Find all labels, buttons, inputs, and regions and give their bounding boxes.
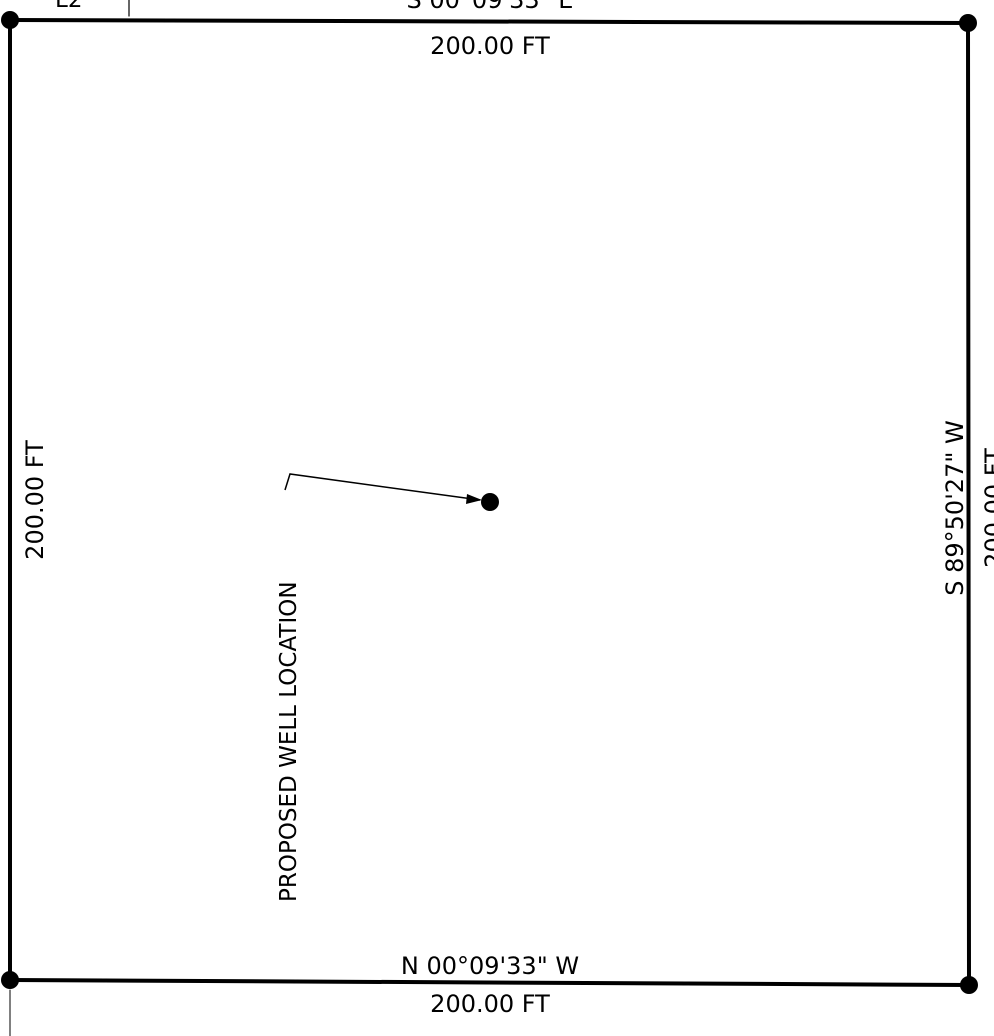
boundary-lines <box>8 0 971 1036</box>
well-location-dot <box>481 493 499 511</box>
well-location: PROPOSED WELL LOCATION <box>276 473 499 902</box>
well-leader-line <box>284 473 481 501</box>
corner-marker-se <box>960 976 978 994</box>
corner-marker-sw <box>1 971 19 989</box>
bottom-boundary-line <box>8 978 971 987</box>
top-boundary-line <box>8 18 970 25</box>
top-edge-bearing: S 00°09'33" E <box>407 0 574 14</box>
right-boundary-line <box>966 21 971 987</box>
top-edge-distance: 200.00 FT <box>430 32 550 60</box>
right-edge-distance: 200.00 FT <box>980 448 994 568</box>
bottom-edge-bearing: N 00°09'33" W <box>401 952 579 980</box>
corner-markers <box>1 11 978 994</box>
line-label: L2 <box>55 0 82 13</box>
corner-marker-ne <box>959 14 977 32</box>
left-edge-distance: 200.00 FT <box>21 440 49 560</box>
well-location-label: PROPOSED WELL LOCATION <box>276 581 302 902</box>
corner-marker-nw <box>1 11 19 29</box>
well-leader-arrowhead <box>466 494 482 504</box>
bottom-edge-distance: 200.00 FT <box>430 990 550 1018</box>
right-edge-bearing: S 89°50'27" W <box>941 420 969 595</box>
